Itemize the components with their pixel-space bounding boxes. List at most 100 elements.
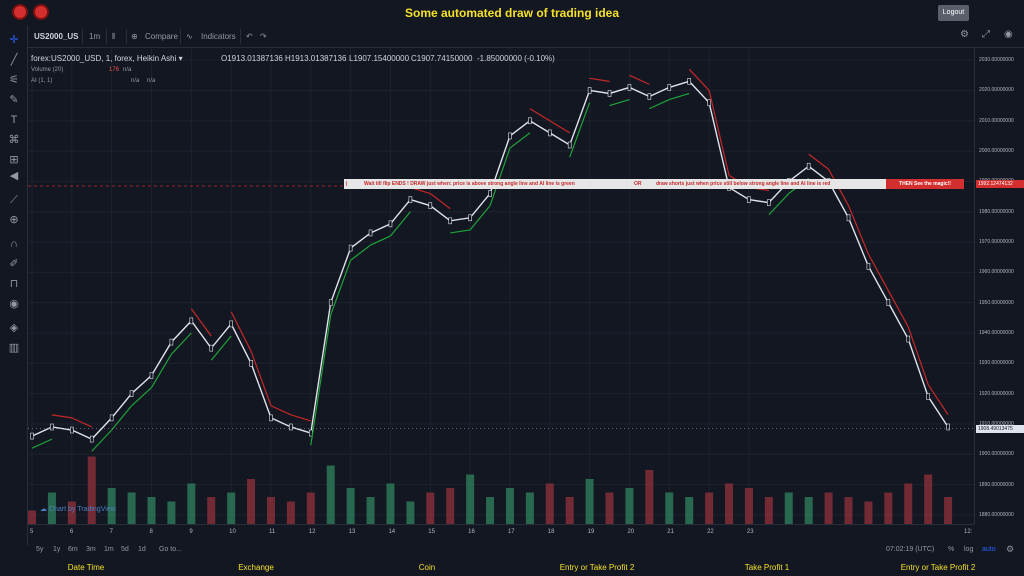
toolbar-divider <box>180 29 181 44</box>
last-price-badge: 1908.49013475 <box>976 424 1024 433</box>
pattern-icon[interactable]: ⌘ <box>8 134 20 146</box>
ruler-icon[interactable]: ⟋ <box>10 194 18 206</box>
price-point <box>607 90 612 97</box>
trend-line-icon[interactable]: ╱ <box>10 54 18 66</box>
ai-line-segment <box>330 260 352 316</box>
volume-bar <box>167 501 176 524</box>
chart-style-icon[interactable]: ⫴ <box>112 32 116 41</box>
crosshair-icon[interactable]: ✛ <box>9 34 19 46</box>
time-axis[interactable]: 5 6 7 8 9 10 11 12 13 14 15 16 17 18 19 20 21 22 23 12: <box>28 524 974 538</box>
logout-button[interactable]: Logout <box>938 5 969 21</box>
watermark-text: Chart by TradingView <box>48 506 116 513</box>
legend-open: O1913.01387136 <box>221 54 283 63</box>
price-axis-label: 2000.00000000 <box>979 148 1014 155</box>
volume-bar <box>446 488 455 524</box>
ai-line-segment <box>927 384 949 416</box>
lock-icon[interactable]: ⊓ <box>9 278 19 290</box>
fib-tool-icon[interactable]: ⚟ <box>9 74 19 86</box>
indicators-icon[interactable]: ∿ <box>186 32 193 41</box>
text-tool-icon[interactable]: T <box>10 114 18 126</box>
ai-line-segment <box>450 229 471 234</box>
range-1y[interactable]: 1y <box>53 546 61 553</box>
time-axis-label: 20 <box>627 529 635 535</box>
ai-line-segment <box>907 326 929 385</box>
settings-gear-icon[interactable]: ⚙ <box>960 29 969 40</box>
percent-scale-toggle[interactable]: % <box>948 546 955 553</box>
price-series-line <box>31 80 949 440</box>
magnet-icon[interactable]: ∩ <box>10 238 18 250</box>
volume-bar <box>466 474 475 524</box>
brush-icon[interactable]: ✎ <box>9 94 19 106</box>
interval-selector[interactable]: 1m <box>89 32 101 41</box>
volume-legend-value: 176 <box>109 67 120 73</box>
symbol-search[interactable]: US2000_US <box>34 32 79 41</box>
ai-legend-label[interactable]: AI (1, 1) <box>31 78 53 84</box>
volume-bar <box>784 492 793 524</box>
compare-icon[interactable]: ⊕ <box>131 32 138 41</box>
zoom-in-icon[interactable]: ⊕ <box>9 214 19 226</box>
price-axis-label: 1980.00000000 <box>979 208 1014 215</box>
volume-bar <box>844 497 853 524</box>
time-axis-label: 21 <box>667 529 674 535</box>
fullscreen-icon[interactable]: ⤢ <box>982 29 990 40</box>
log-scale-toggle[interactable]: log <box>964 546 974 553</box>
app-title: Some automated draw of trading idea <box>404 6 620 20</box>
volume-legend-label[interactable]: Volume (20) <box>31 67 64 73</box>
goto-date-button[interactable]: Go to... <box>159 546 182 553</box>
ai-line-segment <box>250 350 272 406</box>
layers-icon[interactable]: ◈ <box>9 322 19 334</box>
price-axis-label: 1890.00000000 <box>979 481 1014 488</box>
auto-scale-toggle[interactable]: auto <box>982 546 996 553</box>
footer-date-time: Date Time <box>67 563 105 572</box>
volume-bar <box>725 483 734 524</box>
volume-bar <box>685 497 694 524</box>
range-3m[interactable]: 3m <box>86 546 96 553</box>
back-arrow-icon[interactable]: ◀ <box>9 170 19 182</box>
volume-bar <box>486 497 495 524</box>
ai-line-segment <box>71 417 92 428</box>
range-5y[interactable]: 5y <box>36 546 44 553</box>
legend-symbol[interactable]: forex:US2000_USD, 1, forex, Heikin Ashi … <box>31 54 183 63</box>
price-point <box>169 338 174 346</box>
redo-icon[interactable]: ↷ <box>260 32 267 41</box>
range-5d[interactable]: 5d <box>121 546 129 553</box>
prediction-icon[interactable]: ⊞ <box>9 154 19 166</box>
price-point <box>408 196 413 203</box>
price-chart[interactable] <box>28 48 974 524</box>
ai-line-segment <box>111 405 133 431</box>
camera-icon[interactable]: ◉ <box>1004 29 1013 40</box>
tradingview-watermark[interactable]: ☁ Chart by TradingView <box>40 506 116 513</box>
legend-close: C1907.74150000 <box>411 54 473 63</box>
ai-line-segment <box>887 290 909 328</box>
utc-clock[interactable]: 07:02:19 (UTC) <box>886 546 935 553</box>
ai-line-segment <box>629 74 650 85</box>
volume-bar <box>47 492 56 524</box>
ai-line-segment <box>31 438 53 449</box>
toolbar-divider <box>82 29 83 44</box>
undo-icon[interactable]: ↶ <box>246 32 253 41</box>
trash-icon[interactable]: ▥ <box>8 342 20 354</box>
price-point <box>129 390 134 397</box>
range-6m[interactable]: 6m <box>68 546 78 553</box>
price-axis-label: 2020.00000000 <box>979 87 1014 94</box>
price-axis[interactable]: 2030.00000000 2020.00000000 2010.00000000 2… <box>974 48 1024 524</box>
price-point <box>89 435 94 443</box>
ai-line-segment <box>190 308 212 337</box>
eye-icon[interactable]: ◉ <box>9 298 19 310</box>
pencil-lock-icon[interactable]: ✐ <box>9 258 19 270</box>
volume-bar <box>127 492 136 524</box>
volume-bar <box>306 492 315 524</box>
time-axis-label: 23 <box>746 529 754 535</box>
compare-button[interactable]: Compare <box>145 32 178 41</box>
volume-bar <box>665 492 674 524</box>
indicators-button[interactable]: Indicators <box>201 32 236 41</box>
range-1m[interactable]: 1m <box>104 546 114 553</box>
range-1d[interactable]: 1d <box>138 546 146 553</box>
legend-low: L1907.15400000 <box>349 54 410 63</box>
price-point <box>647 93 652 100</box>
volume-bar <box>545 483 554 524</box>
time-axis-label: 6 <box>69 529 74 535</box>
chart-settings-gear-icon[interactable]: ⚙ <box>1006 544 1015 554</box>
time-axis-label: 8 <box>149 529 153 535</box>
ai-line-segment <box>210 335 232 361</box>
